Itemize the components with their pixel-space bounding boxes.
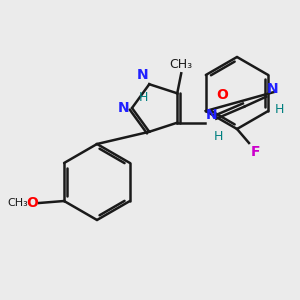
Text: H: H	[275, 103, 285, 116]
Text: CH₃: CH₃	[7, 198, 28, 208]
Text: F: F	[251, 145, 260, 159]
Text: H: H	[214, 130, 224, 143]
Text: N: N	[206, 108, 218, 122]
Text: O: O	[26, 196, 38, 210]
Text: N: N	[267, 82, 279, 96]
Text: H: H	[139, 91, 148, 104]
Text: CH₃: CH₃	[170, 58, 193, 71]
Text: N: N	[136, 68, 148, 82]
Text: N: N	[117, 101, 129, 115]
Text: O: O	[216, 88, 228, 102]
